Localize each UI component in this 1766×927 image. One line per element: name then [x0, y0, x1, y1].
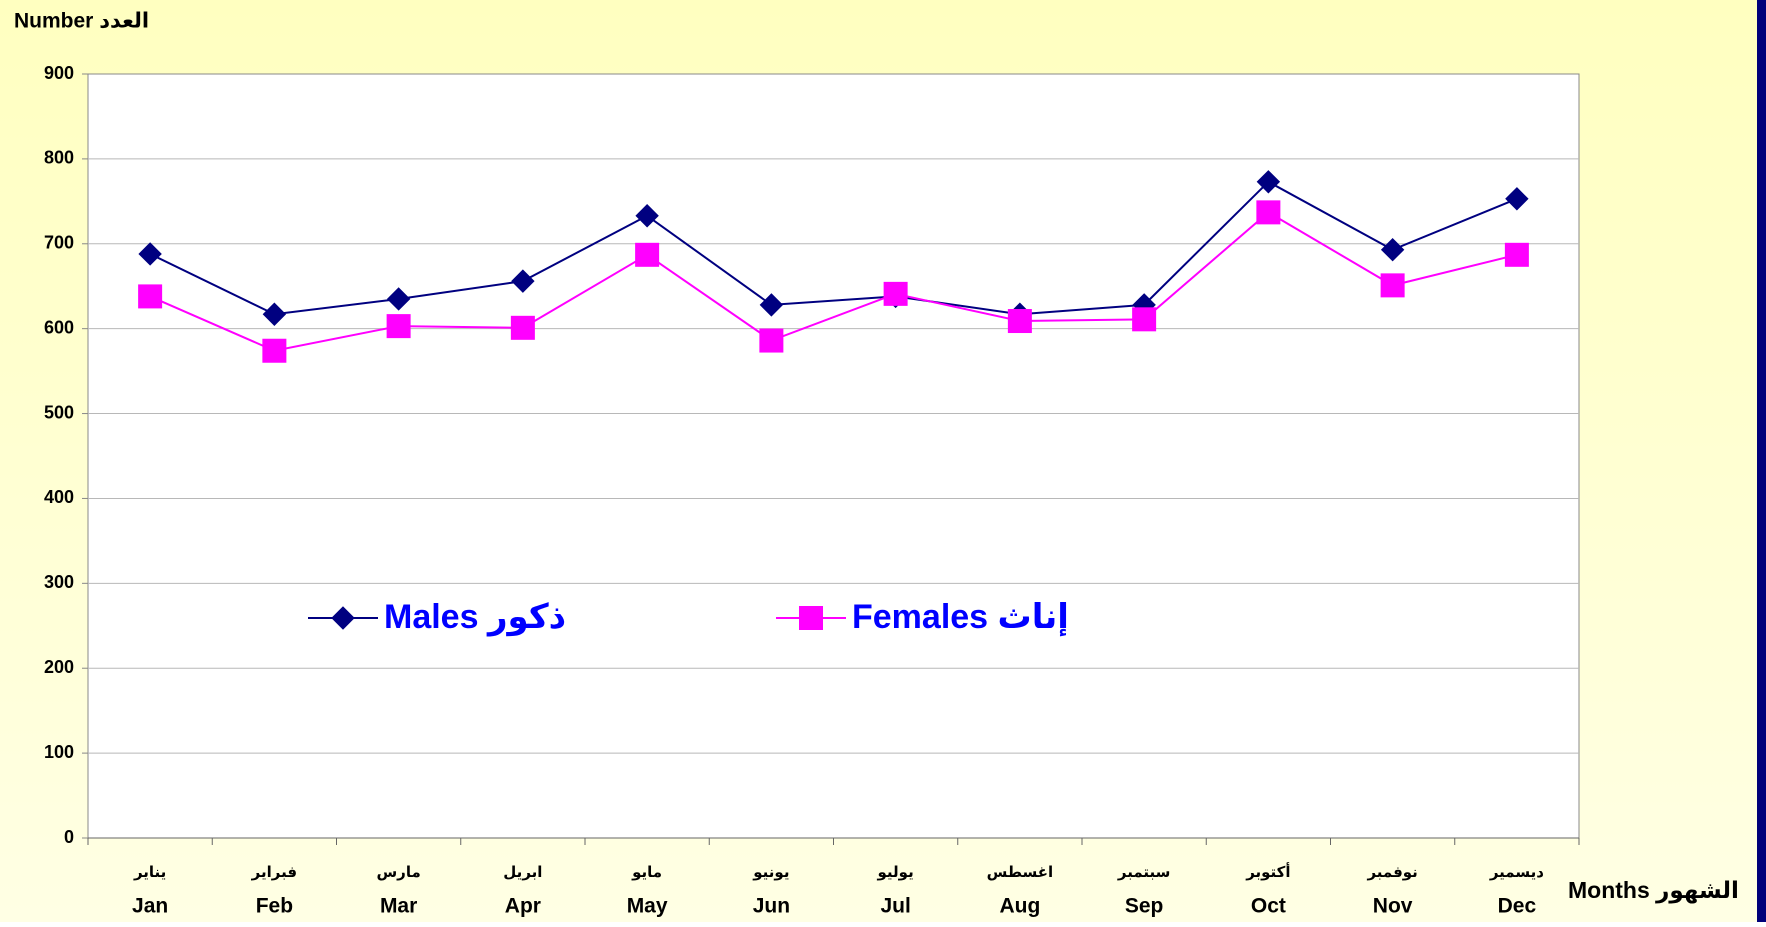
marker — [1380, 238, 1405, 262]
y-axis-label: Number العدد — [14, 10, 149, 33]
marker — [635, 204, 659, 228]
x-tick-label-arabic: أكتوبر — [1245, 862, 1290, 881]
marker — [883, 281, 908, 306]
y-tick-label: 500 — [44, 402, 74, 422]
marker — [511, 269, 535, 293]
marker — [262, 302, 287, 326]
y-tick-label: 700 — [44, 233, 74, 253]
y-tick-label: 400 — [44, 487, 74, 507]
x-tick-label: Apr — [505, 895, 541, 918]
x-tick-label: Jul — [880, 895, 910, 918]
legend-marker — [799, 606, 823, 630]
x-tick-label-arabic: مارس — [376, 864, 420, 881]
marker — [1505, 187, 1529, 211]
x-tick-label-arabic: يوليو — [877, 864, 914, 881]
marker — [386, 314, 411, 339]
marker — [759, 328, 784, 353]
legend-label: Females إناث — [852, 598, 1069, 637]
marker — [635, 242, 660, 267]
marker — [759, 293, 784, 317]
x-tick-label: Nov — [1373, 895, 1413, 918]
marker — [1504, 242, 1529, 267]
x-tick-label: Dec — [1498, 895, 1537, 918]
x-tick-label: Sep — [1125, 895, 1164, 918]
y-tick-label: 0 — [64, 827, 74, 847]
marker — [1132, 307, 1157, 332]
x-tick-label-arabic: يونيو — [752, 864, 789, 881]
x-tick-label-arabic: فبراير — [251, 864, 297, 881]
x-tick-label-arabic: اغسطس — [987, 864, 1053, 881]
y-tick-label: 100 — [44, 742, 74, 762]
x-tick-label-arabic: ديسمير — [1489, 864, 1544, 881]
marker — [1256, 170, 1281, 194]
x-tick-label: Aug — [999, 895, 1040, 918]
y-tick-label: 300 — [44, 572, 74, 592]
legend-label: Males ذكور — [384, 598, 566, 637]
y-tick-label: 600 — [44, 317, 74, 337]
marker — [138, 242, 162, 266]
marker — [510, 315, 535, 340]
plot-area — [87, 73, 1580, 839]
x-tick-label: Jan — [132, 895, 168, 918]
legend: Males ذكور Females إناث — [197, 584, 1167, 654]
x-tick-label: May — [627, 895, 668, 918]
x-tick-label-arabic: ابريل — [503, 864, 542, 881]
series-line — [149, 211, 1518, 352]
x-tick-label-arabic: يناير — [133, 864, 166, 881]
marker — [1256, 200, 1281, 225]
x-tick-label: Oct — [1251, 895, 1286, 918]
y-tick-label: 800 — [44, 148, 74, 168]
marker — [262, 338, 287, 363]
series-line — [149, 180, 1518, 316]
x-tick-label: Jun — [753, 895, 790, 918]
x-tick-label-arabic: سبتمبر — [1117, 864, 1171, 881]
marker — [1007, 309, 1032, 334]
x-axis-label: Months الشهور — [1568, 877, 1739, 904]
x-tick-label-arabic: نوفمبر — [1366, 864, 1417, 881]
marker — [386, 287, 411, 311]
marker — [1380, 273, 1405, 298]
y-tick-label: 900 — [44, 63, 74, 83]
marker — [138, 284, 163, 309]
x-tick-label: Mar — [380, 895, 417, 918]
x-tick-label: Feb — [256, 895, 293, 918]
edge-strip — [1757, 0, 1766, 922]
x-tick-label-arabic: مايو — [631, 864, 662, 881]
y-tick-label: 200 — [44, 657, 74, 677]
legend-marker — [331, 606, 355, 630]
